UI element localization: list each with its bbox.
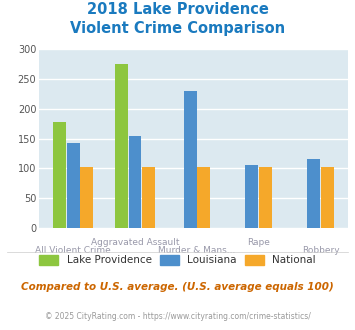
- Bar: [129, 136, 142, 228]
- Bar: [184, 91, 197, 228]
- Bar: [80, 167, 93, 228]
- Bar: [259, 167, 272, 228]
- Bar: [321, 167, 334, 228]
- Bar: [245, 165, 258, 228]
- Text: Robbery: Robbery: [302, 246, 339, 254]
- Text: © 2025 CityRating.com - https://www.cityrating.com/crime-statistics/: © 2025 CityRating.com - https://www.city…: [45, 312, 310, 321]
- Text: Aggravated Assault: Aggravated Assault: [91, 238, 179, 248]
- Legend: Lake Providence, Louisiana, National: Lake Providence, Louisiana, National: [35, 251, 320, 270]
- Bar: [115, 64, 128, 228]
- Bar: [53, 122, 66, 228]
- Bar: [142, 167, 155, 228]
- Bar: [67, 143, 80, 228]
- Text: Murder & Mans...: Murder & Mans...: [158, 246, 236, 254]
- Text: Compared to U.S. average. (U.S. average equals 100): Compared to U.S. average. (U.S. average …: [21, 282, 334, 292]
- Bar: [307, 159, 320, 228]
- Text: Violent Crime Comparison: Violent Crime Comparison: [70, 21, 285, 36]
- Text: 2018 Lake Providence: 2018 Lake Providence: [87, 2, 268, 16]
- Text: Rape: Rape: [247, 238, 270, 248]
- Bar: [197, 167, 210, 228]
- Text: All Violent Crime: All Violent Crime: [35, 246, 111, 254]
